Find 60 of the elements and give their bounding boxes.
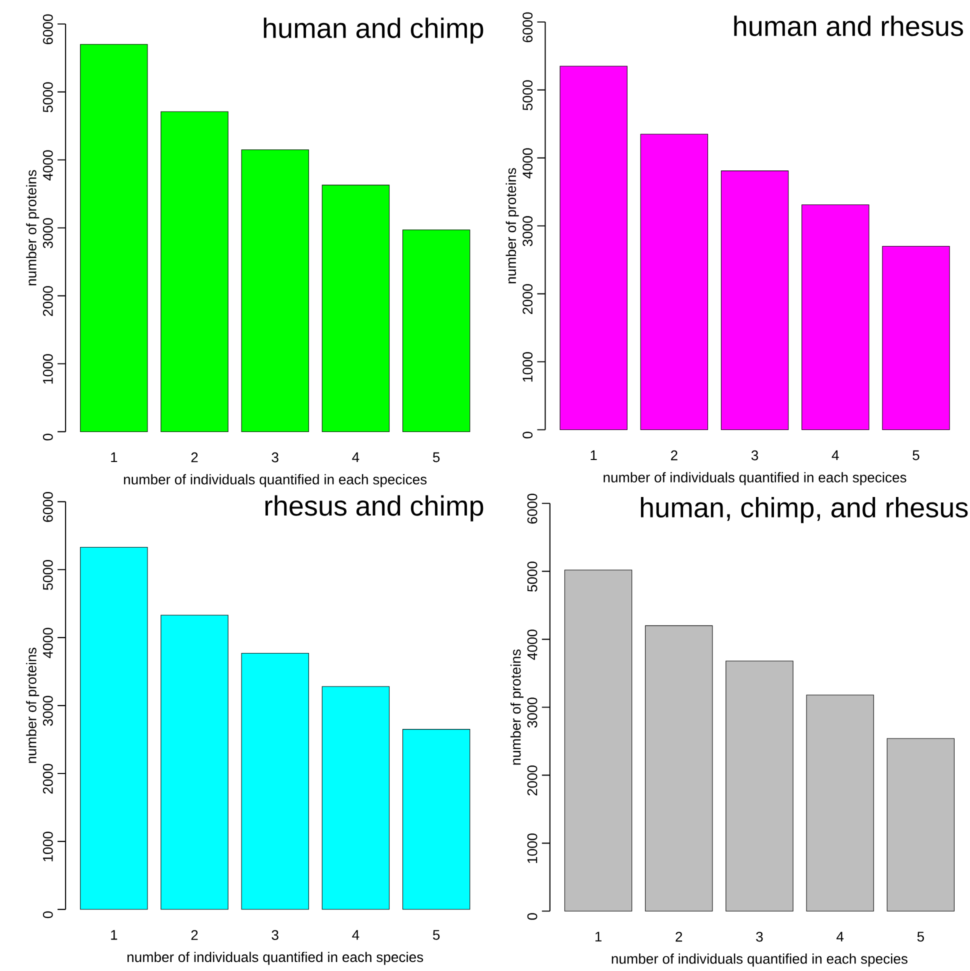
y-tick-label: 1000 (522, 352, 532, 382)
x-axis-title: number of individuals quantified in each specices (124, 474, 426, 488)
y-tick-label: 3000 (527, 698, 538, 728)
y-tick-label: 4000 (522, 148, 532, 178)
x-tick-label: 4 (836, 932, 844, 942)
x-axis-title: number of individuals quantified in each specices (603, 472, 906, 486)
x-tick-label: 2 (191, 452, 198, 462)
chart-title: human, chimp, and rhesus (640, 496, 968, 524)
y-tick-label: 4000 (527, 630, 538, 660)
x-tick-label: 5 (912, 450, 920, 460)
x-tick-label: 3 (751, 450, 758, 460)
y-axis-title: number of proteins (26, 648, 39, 763)
y-tick-label: 3000 (42, 696, 53, 726)
y-tick-label: 5000 (42, 560, 53, 590)
y-tick-label: 0 (527, 913, 538, 920)
y-axis-title: number of proteins (510, 649, 524, 765)
x-tick-label: 4 (352, 452, 359, 462)
y-axis-title: number of proteins (26, 170, 39, 286)
y-tick-label: 6000 (42, 14, 53, 44)
y-tick-label: 2000 (522, 284, 532, 314)
x-tick-label: 3 (756, 932, 763, 942)
y-tick-label: 6000 (42, 492, 53, 522)
y-tick-label: 2000 (527, 766, 538, 796)
y-tick-label: 5000 (522, 80, 532, 110)
x-tick-label: 2 (676, 932, 682, 942)
x-tick-label: 2 (191, 930, 198, 940)
y-tick-label: 5000 (527, 562, 538, 592)
x-tick-label: 4 (352, 930, 359, 940)
chart-title: human and rhesus (734, 16, 963, 36)
chart-title: rhesus and chimp (265, 495, 483, 522)
x-tick-label: 4 (832, 450, 839, 460)
x-tick-label: 5 (432, 930, 440, 940)
y-tick-label: 2000 (42, 286, 53, 316)
y-tick-label: 3000 (42, 218, 53, 248)
y-axis-title: number of proteins (506, 168, 519, 284)
y-tick-label: 6000 (527, 494, 538, 524)
chart-title: human and chimp (264, 18, 483, 44)
y-tick-label: 1000 (42, 354, 53, 384)
x-tick-label: 5 (917, 932, 924, 942)
y-tick-label: 2000 (42, 764, 53, 794)
y-tick-label: 5000 (42, 82, 53, 112)
y-tick-label: 0 (42, 911, 53, 918)
y-tick-label: 6000 (522, 12, 532, 42)
y-tick-label: 4000 (42, 628, 53, 658)
x-tick-label: 3 (272, 452, 278, 462)
x-tick-label: 1 (110, 930, 117, 940)
x-tick-label: 1 (590, 450, 597, 460)
y-tick-label: 1000 (527, 833, 538, 863)
x-tick-label: 1 (595, 932, 602, 942)
x-tick-label: 3 (272, 930, 278, 940)
x-tick-label: 2 (670, 450, 678, 460)
y-tick-label: 0 (42, 434, 53, 440)
x-axis-title: number of individuals quantified in each species (127, 952, 423, 965)
x-tick-label: 1 (110, 452, 117, 462)
x-axis-title: number of individuals quantified in each species (612, 954, 908, 967)
y-tick-label: 4000 (42, 150, 53, 180)
y-tick-label: 3000 (522, 216, 532, 246)
y-tick-label: 0 (522, 432, 532, 438)
y-tick-label: 1000 (42, 832, 53, 862)
x-tick-label: 5 (432, 452, 440, 462)
